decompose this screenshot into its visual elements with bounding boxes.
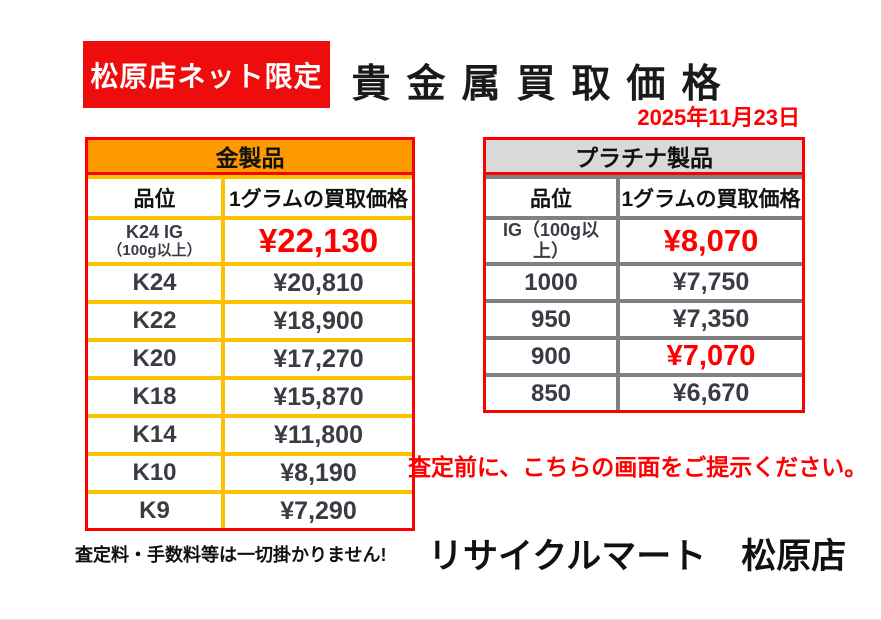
gold-grade: K24 bbox=[132, 269, 177, 296]
gold-col-price: 1グラムの買取価格 bbox=[221, 179, 412, 216]
gold-grade: K10 bbox=[132, 459, 177, 486]
platinum-grade: 950 bbox=[530, 305, 572, 333]
store-limited-badge: 松原店ネット限定 bbox=[83, 41, 330, 108]
table-row: 850 ¥6,670 bbox=[486, 373, 802, 410]
gold-grade: K22 bbox=[132, 307, 177, 334]
table-row: K10 ¥8,190 bbox=[88, 452, 412, 490]
platinum-grade: 1000 bbox=[524, 268, 578, 296]
table-row: K24 ¥20,810 bbox=[88, 262, 412, 300]
gold-grade: K18 bbox=[132, 383, 177, 410]
gold-grade: K9 bbox=[139, 497, 170, 524]
table-row: 1000 ¥7,750 bbox=[486, 262, 802, 299]
gold-grade: K20 bbox=[132, 345, 177, 372]
table-row: 900 ¥7,070 bbox=[486, 336, 802, 373]
table-row: K24 IG （100g以上） ¥22,130 bbox=[88, 216, 412, 262]
platinum-grade: 900 bbox=[530, 342, 572, 370]
gold-price: ¥20,810 bbox=[221, 266, 412, 300]
platinum-price: ¥8,070 bbox=[616, 220, 802, 262]
table-row: K9 ¥7,290 bbox=[88, 490, 412, 528]
platinum-price: ¥7,070 bbox=[616, 340, 802, 373]
platinum-grade: 850 bbox=[530, 379, 572, 407]
platinum-col-grade: 品位 bbox=[530, 187, 572, 211]
gold-price: ¥15,870 bbox=[221, 380, 412, 414]
table-row: K14 ¥11,800 bbox=[88, 414, 412, 452]
gold-grade: K14 bbox=[132, 421, 177, 448]
table-row: K20 ¥17,270 bbox=[88, 338, 412, 376]
table-row: K22 ¥18,900 bbox=[88, 300, 412, 338]
platinum-col-price: 1グラムの買取価格 bbox=[616, 179, 802, 216]
platinum-price-table: プラチナ製品 品位 1グラムの買取価格 IG（100g以上） ¥8,070 10… bbox=[483, 137, 805, 413]
platinum-grade: IG（100g以上） bbox=[502, 220, 600, 261]
gold-price: ¥8,190 bbox=[221, 456, 412, 490]
gold-col-grade: 品位 bbox=[133, 187, 176, 211]
no-fee-note: 査定料・手数料等は一切掛かりません! bbox=[75, 545, 387, 565]
gold-header-row: 品位 1グラムの買取価格 bbox=[88, 175, 412, 216]
gold-price: ¥7,290 bbox=[221, 494, 412, 528]
table-row: 950 ¥7,350 bbox=[486, 299, 802, 336]
table-row: IG（100g以上） ¥8,070 bbox=[486, 216, 802, 262]
gold-grade: K24 IG （100g以上） bbox=[88, 220, 221, 262]
price-date: 2025年11月23日 bbox=[637, 105, 800, 130]
platinum-header-row: 品位 1グラムの買取価格 bbox=[486, 175, 802, 216]
gold-price-table: 金製品 品位 1グラムの買取価格 K24 IG （100g以上） ¥22,130… bbox=[85, 137, 415, 531]
store-name: リサイクルマート 松原店 bbox=[428, 537, 847, 576]
store-limited-badge-label: 松原店ネット限定 bbox=[90, 60, 323, 92]
platinum-table-title: プラチナ製品 bbox=[486, 140, 802, 175]
gold-price: ¥17,270 bbox=[221, 342, 412, 376]
gold-table-title: 金製品 bbox=[88, 140, 412, 175]
table-row: K18 ¥15,870 bbox=[88, 376, 412, 414]
gold-grade-main: K24 IG bbox=[125, 221, 184, 242]
gold-grade-note: （100g以上） bbox=[107, 241, 202, 259]
platinum-price: ¥7,750 bbox=[616, 266, 802, 299]
presentation-notice: 査定前に、こちらの画面をご提示ください。 bbox=[408, 454, 868, 480]
page-title: 貴金属買取価格 bbox=[351, 63, 737, 106]
platinum-price: ¥7,350 bbox=[616, 303, 802, 336]
platinum-price: ¥6,670 bbox=[616, 377, 802, 410]
gold-price: ¥18,900 bbox=[221, 304, 412, 338]
gold-price: ¥22,130 bbox=[221, 220, 412, 262]
gold-price: ¥11,800 bbox=[221, 418, 412, 452]
